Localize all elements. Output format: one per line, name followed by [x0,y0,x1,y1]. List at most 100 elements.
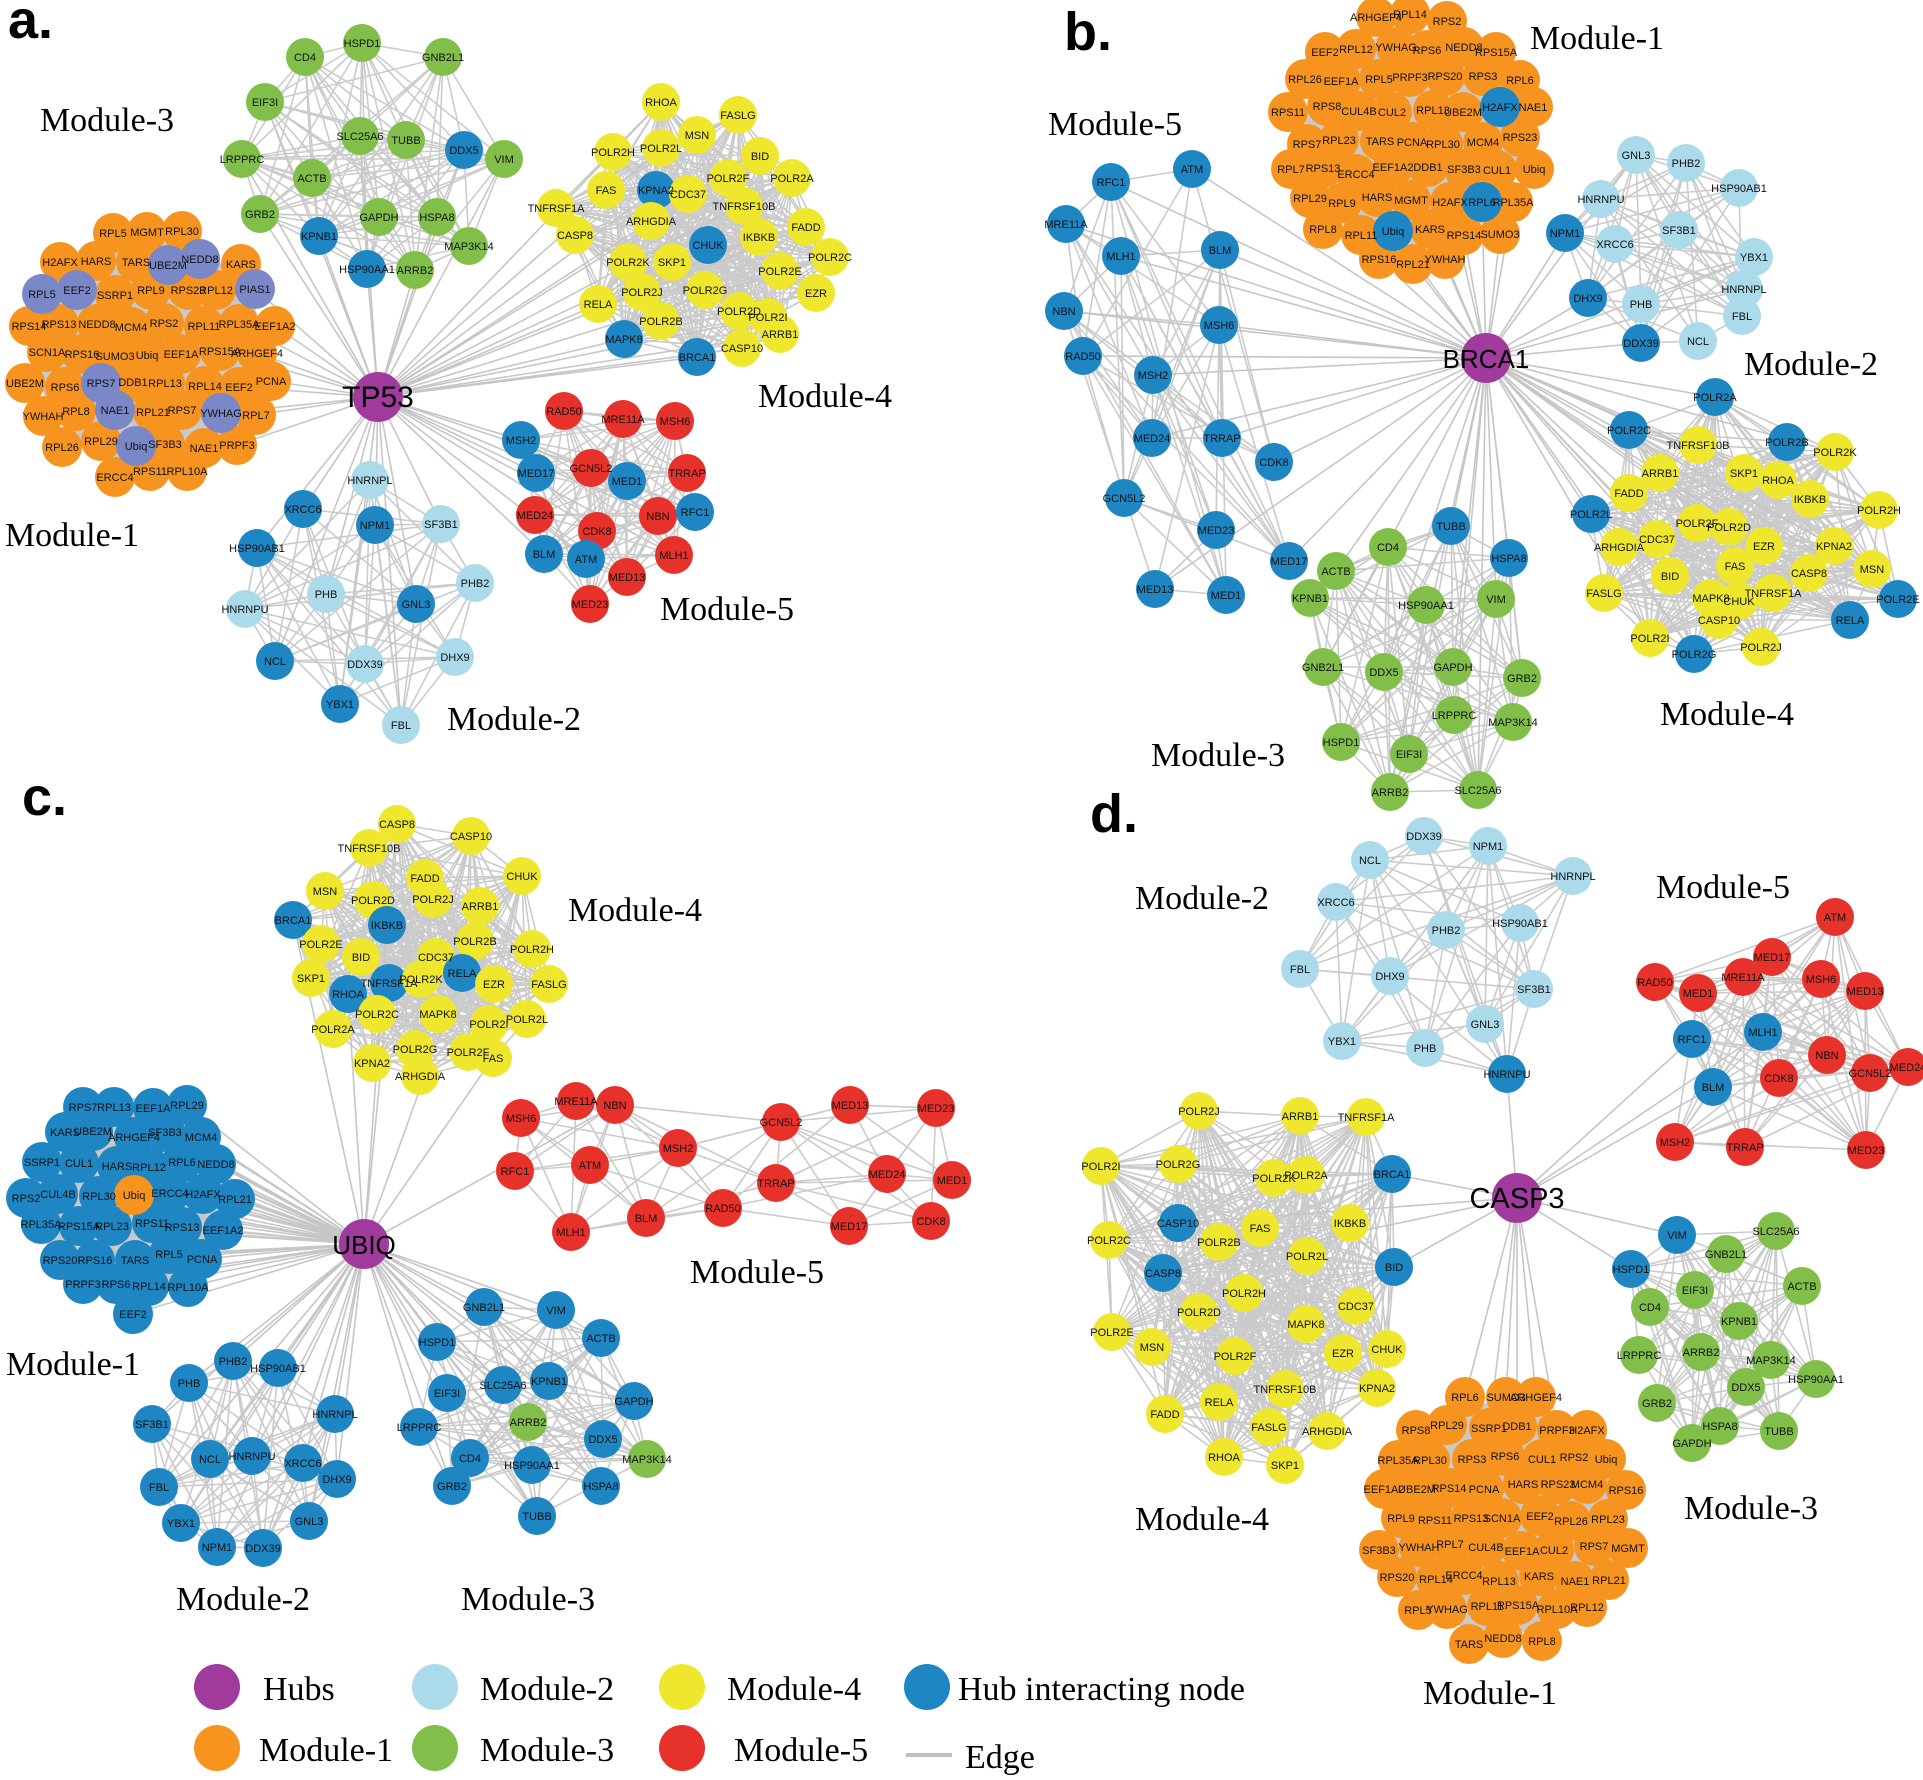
svg-text:ATM: ATM [575,554,597,566]
svg-text:RPS20: RPS20 [1428,71,1463,83]
svg-text:SF3B3: SF3B3 [1362,1545,1396,1557]
svg-text:EIF3I: EIF3I [434,1388,460,1400]
svg-text:Module-2: Module-2 [480,1671,614,1708]
svg-text:RPS3: RPS3 [1469,71,1498,83]
svg-text:ARHGDIA: ARHGDIA [1302,1426,1353,1438]
svg-text:TRRAP: TRRAP [1203,433,1240,445]
svg-text:POLR2K: POLR2K [399,974,443,986]
svg-text:SUMO3: SUMO3 [1486,1392,1525,1404]
svg-text:MAPK8: MAPK8 [1287,1319,1324,1331]
svg-text:CDC37: CDC37 [1639,534,1675,546]
svg-text:KPNB1: KPNB1 [1292,593,1328,605]
svg-text:GCN5L2: GCN5L2 [570,463,613,475]
svg-text:PCNA: PCNA [1397,137,1428,149]
svg-text:POLR2A: POLR2A [1284,1170,1328,1182]
svg-text:FADD: FADD [410,873,439,885]
svg-text:TNFRSF10B: TNFRSF10B [713,201,776,213]
svg-text:Module-3: Module-3 [461,1581,595,1618]
svg-text:SF3B1: SF3B1 [424,519,458,531]
svg-text:RAD50: RAD50 [1065,351,1100,363]
svg-text:ARRB2: ARRB2 [1683,1347,1720,1359]
svg-text:Module-2: Module-2 [1744,346,1878,383]
svg-text:CASP10: CASP10 [1698,615,1740,627]
svg-text:RPS13: RPS13 [1306,163,1341,175]
svg-text:RPL11: RPL11 [1471,1601,1504,1613]
svg-text:EZR: EZR [805,288,827,300]
svg-text:POLR2J: POLR2J [1178,1106,1220,1118]
svg-text:DHX9: DHX9 [1573,293,1602,305]
svg-text:MLH1: MLH1 [1748,1027,1777,1039]
svg-text:SKP1: SKP1 [658,257,686,269]
svg-text:VIM: VIM [494,154,514,166]
svg-text:RPL30: RPL30 [1413,1455,1447,1467]
svg-text:MSN: MSN [1860,564,1885,576]
svg-text:RPL12: RPL12 [1339,44,1373,56]
svg-text:NCL: NCL [1687,336,1709,348]
svg-text:POLR2B: POLR2B [453,936,496,948]
svg-text:RPL10A: RPL10A [168,1282,210,1294]
svg-text:MED23: MED23 [1848,1145,1885,1157]
svg-text:RPS16: RPS16 [78,1255,113,1267]
svg-text:KPNB1: KPNB1 [1721,1316,1757,1328]
svg-text:YBX1: YBX1 [167,1518,195,1530]
svg-text:MCM4: MCM4 [1571,1479,1603,1491]
svg-text:RPL11: RPL11 [188,321,221,333]
svg-text:EEF1A: EEF1A [1505,1546,1541,1558]
svg-text:NCL: NCL [199,1454,221,1466]
svg-text:RPL35A: RPL35A [219,319,261,331]
svg-text:MLH1: MLH1 [1106,251,1135,263]
svg-text:RPL26: RPL26 [1554,1516,1588,1528]
svg-text:RPL35A: RPL35A [21,1219,63,1231]
svg-text:RPS16: RPS16 [1362,254,1397,266]
svg-text:Module-3: Module-3 [1684,1490,1818,1527]
svg-text:SF3B3: SF3B3 [148,1127,182,1139]
svg-text:RPL21: RPL21 [218,1194,252,1206]
svg-text:NBN: NBN [646,511,669,523]
svg-text:NEDD8: NEDD8 [181,254,218,266]
svg-text:ACTB: ACTB [297,173,326,185]
svg-text:MGMT: MGMT [130,227,164,239]
svg-text:MED1: MED1 [1683,988,1714,1000]
svg-text:POLR2G: POLR2G [393,1044,438,1056]
svg-text:PCNA: PCNA [187,1254,218,1266]
svg-text:HSPD1: HSPD1 [344,38,381,50]
svg-text:POLR2B: POLR2B [639,316,682,328]
svg-text:POLR2G: POLR2G [1672,649,1717,661]
svg-text:POLR2D: POLR2D [1707,522,1751,534]
svg-text:Edge: Edge [965,1739,1035,1775]
svg-text:HNRNPU: HNRNPU [1577,194,1624,206]
svg-text:CUL4B: CUL4B [40,1189,75,1201]
svg-text:EEF1A: EEF1A [164,349,200,361]
svg-text:SF3B1: SF3B1 [1662,225,1696,237]
svg-text:PHB: PHB [1630,299,1653,311]
svg-text:XRCC6: XRCC6 [284,1458,321,1470]
svg-text:RPL14: RPL14 [1419,1574,1453,1586]
svg-text:FBL: FBL [1290,964,1310,976]
svg-text:Hub interacting node: Hub interacting node [958,1671,1245,1708]
svg-text:POLR2I: POLR2I [1630,633,1669,645]
svg-text:POLR2L: POLR2L [1286,1251,1328,1263]
svg-text:RPL29: RPL29 [84,436,118,448]
svg-text:RPS8: RPS8 [1313,101,1342,113]
svg-text:POLR2E: POLR2E [299,939,342,951]
svg-text:FADD: FADD [1150,1409,1179,1421]
svg-text:HNRNPU: HNRNPU [221,604,268,616]
svg-text:GNB2L1: GNB2L1 [1705,1249,1747,1261]
svg-text:SF3B3: SF3B3 [1447,164,1481,176]
svg-text:RPL23: RPL23 [1591,1514,1625,1526]
svg-text:YBX1: YBX1 [1740,252,1768,264]
svg-text:POLR2L: POLR2L [640,143,682,155]
svg-text:RPS13: RPS13 [1454,1513,1489,1525]
svg-text:POLR2D: POLR2D [351,895,395,907]
svg-text:GRB2: GRB2 [437,1481,467,1493]
svg-text:DDX39: DDX39 [347,659,382,671]
svg-text:RPS13: RPS13 [165,1222,200,1234]
svg-text:CDC37: CDC37 [670,189,706,201]
svg-text:SLC25A6: SLC25A6 [1752,1226,1799,1238]
svg-text:POLR2J: POLR2J [621,287,663,299]
svg-text:RHOA: RHOA [332,989,364,1001]
svg-text:NBN: NBN [1815,1050,1838,1062]
svg-text:UBIQ: UBIQ [332,1230,396,1260]
svg-text:XRCC6: XRCC6 [1317,897,1354,909]
svg-text:HSPD1: HSPD1 [419,1337,456,1349]
